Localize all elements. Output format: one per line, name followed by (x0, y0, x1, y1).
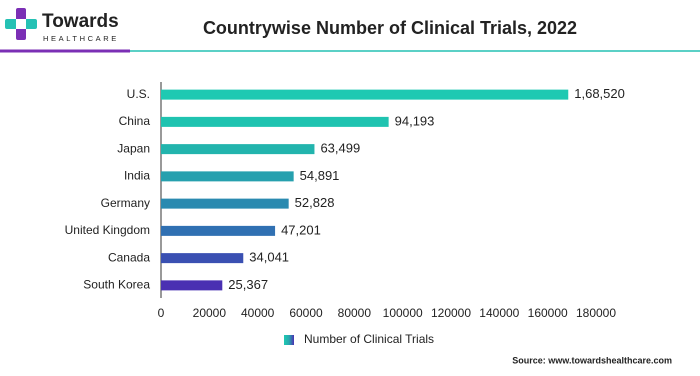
y-tick-label: India (124, 169, 150, 183)
x-tick-label: 80000 (338, 306, 372, 320)
legend-label: Number of Clinical Trials (304, 332, 434, 346)
y-tick-label: U.S. (127, 87, 150, 101)
bar (161, 225, 276, 236)
bar (161, 198, 289, 209)
chart-title: Countrywise Number of Clinical Trials, 2… (203, 18, 577, 38)
bar (161, 144, 315, 155)
value-label: 54,891 (300, 168, 340, 183)
value-label: 1,68,520 (574, 86, 625, 101)
value-label: 63,499 (320, 141, 360, 156)
bar (161, 171, 294, 182)
value-label: 34,041 (249, 250, 289, 265)
bar (161, 253, 244, 264)
x-tick-label: 60000 (289, 306, 323, 320)
y-tick-label: China (119, 114, 151, 128)
x-tick-label: 20000 (193, 306, 227, 320)
logo-name: Towards (42, 11, 119, 32)
source: Source: www.towardshealthcare.com (512, 355, 672, 365)
y-tick-label: United Kingdom (65, 223, 150, 237)
x-tick-label: 160000 (528, 306, 568, 320)
value-label: 94,193 (395, 113, 435, 128)
y-tick-label: Japan (117, 141, 150, 155)
bar (161, 89, 569, 100)
legend-swatch (284, 335, 294, 345)
x-tick-label: 140000 (479, 306, 519, 320)
y-tick-label: Germany (101, 196, 150, 210)
y-tick-label: South Korea (83, 278, 150, 292)
bar (161, 280, 223, 291)
x-tick-label: 180000 (576, 306, 616, 320)
x-tick-label: 0 (158, 306, 165, 320)
value-label: 52,828 (295, 195, 335, 210)
bar (161, 116, 389, 127)
y-tick-label: Canada (108, 250, 150, 264)
x-tick-label: 120000 (431, 306, 471, 320)
x-tick-label: 40000 (241, 306, 275, 320)
logo-icon (5, 8, 37, 40)
value-label: 25,367 (228, 277, 268, 292)
value-label: 47,201 (281, 222, 321, 237)
x-tick-label: 100000 (383, 306, 423, 320)
logo-tagline: HEALTHCARE (43, 34, 119, 43)
